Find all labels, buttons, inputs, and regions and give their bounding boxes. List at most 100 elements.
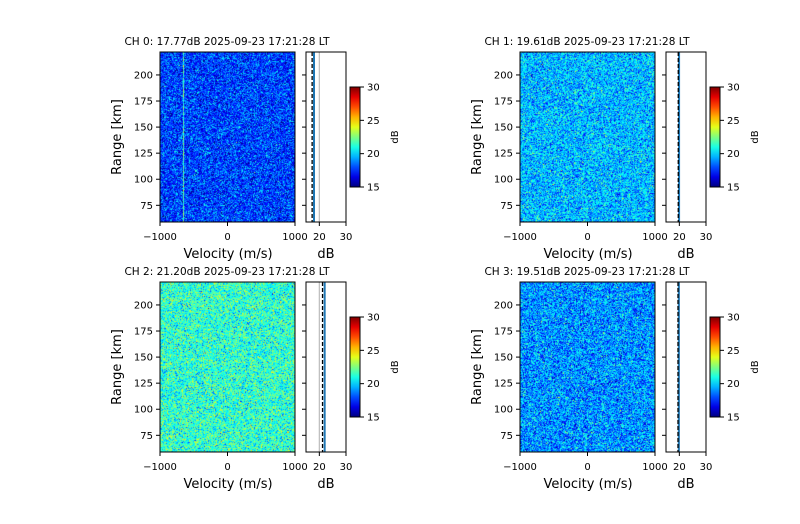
profile-background [306,282,346,452]
profile-frame [305,281,347,453]
y-tick-label: 125 [134,379,153,390]
colorbar-tick-label: 25 [727,346,740,357]
x-tick-label: 0 [224,462,230,473]
y-axis-label: Range [km] [470,99,485,175]
y-tick-label: 100 [134,175,153,186]
profile-frame [665,51,707,223]
x-tick-label: −1000 [503,232,537,243]
x-tick-label: 1000 [282,462,307,473]
panel-title: CH 1: 19.61dB 2025-09-23 17:21:28 LT [484,36,690,48]
colorbar-tick-label: 20 [727,379,740,390]
colorbar-label: dB [390,360,401,373]
colorbar-tick-label: 30 [727,313,740,324]
profile-background [666,282,706,452]
y-tick-label: 125 [134,149,153,160]
y-axis-label: Range [km] [110,329,125,405]
panel-title: CH 2: 21.20dB 2025-09-23 17:21:28 LT [124,266,330,278]
x-tick-label: −1000 [143,462,177,473]
colorbar [709,86,721,188]
colorbar-tick-label: 15 [367,183,380,194]
y-tick-label: 125 [494,149,513,160]
y-tick-label: 175 [494,97,513,108]
x-tick-label: −1000 [503,462,537,473]
profile-x-axis-label: dB [677,247,694,262]
profile-x-tick-label: 20 [313,232,326,243]
x-axis-label: Velocity (m/s) [543,247,632,262]
profile-x-tick-label: 30 [700,462,713,473]
profile-x-axis-label: dB [317,247,334,262]
colorbar-tick-label: 15 [367,413,380,424]
y-tick-label: 200 [134,300,153,311]
colorbar-tick-label: 25 [727,116,740,127]
profile-x-axis-label: dB [677,477,694,492]
y-tick-label: 75 [500,431,513,442]
panel-title: CH 0: 17.77dB 2025-09-23 17:21:28 LT [124,36,330,48]
profile-x-tick-label: 30 [340,232,353,243]
y-axis-label: Range [km] [470,329,485,405]
colorbar-label: dB [390,130,401,143]
channel-panel-0: CH 0: 17.77dB 2025-09-23 17:21:28 LT 75 10… [110,36,401,262]
y-tick-label: 150 [494,353,513,364]
y-tick-label: 100 [494,175,513,186]
range-velocity-heatmap [160,282,295,452]
y-tick-label: 175 [134,97,153,108]
colorbar-tick-label: 30 [727,83,740,94]
x-axis-label: Velocity (m/s) [183,477,272,492]
x-tick-label: 1000 [282,232,307,243]
colorbar-label: dB [750,360,761,373]
colorbar [349,316,361,418]
y-tick-label: 100 [494,405,513,416]
y-tick-label: 175 [134,327,153,338]
colorbar-tick-label: 25 [367,116,380,127]
x-tick-label: 1000 [642,232,667,243]
profile-frame [665,281,707,453]
colorbar-tick-label: 30 [367,313,380,324]
x-tick-label: 0 [584,232,590,243]
colorbar [349,86,361,188]
y-tick-label: 200 [134,70,153,81]
profile-x-tick-label: 20 [313,462,326,473]
x-tick-label: −1000 [143,232,177,243]
y-tick-label: 75 [140,201,153,212]
panel-title: CH 3: 19.51dB 2025-09-23 17:21:28 LT [484,266,690,278]
y-tick-label: 150 [134,123,153,134]
channel-panel-1: CH 1: 19.61dB 2025-09-23 17:21:28 LT 75 10… [470,36,761,262]
x-axis-label: Velocity (m/s) [183,247,272,262]
y-tick-label: 200 [494,70,513,81]
y-tick-label: 150 [494,123,513,134]
x-axis-label: Velocity (m/s) [543,477,632,492]
channel-panel-3: CH 3: 19.51dB 2025-09-23 17:21:28 LT 75 10… [470,266,761,492]
colorbar [709,316,721,418]
profile-x-tick-label: 30 [700,232,713,243]
range-velocity-heatmap [520,282,655,452]
y-tick-label: 200 [494,300,513,311]
profile-x-tick-label: 30 [340,462,353,473]
y-axis-label: Range [km] [110,99,125,175]
y-tick-label: 175 [494,327,513,338]
profile-x-tick-label: 20 [673,462,686,473]
y-tick-label: 75 [140,431,153,442]
y-tick-label: 125 [494,379,513,390]
colorbar-tick-label: 15 [727,413,740,424]
y-tick-label: 75 [500,201,513,212]
x-tick-label: 0 [584,462,590,473]
profile-background [666,52,706,222]
x-tick-label: 1000 [642,462,667,473]
profile-x-tick-label: 20 [673,232,686,243]
range-velocity-heatmap [520,52,655,222]
x-tick-label: 0 [224,232,230,243]
colorbar-tick-label: 30 [367,83,380,94]
colorbar-tick-label: 25 [367,346,380,357]
colorbar-tick-label: 20 [367,379,380,390]
profile-x-axis-label: dB [317,477,334,492]
profile-frame [305,51,347,223]
y-tick-label: 150 [134,353,153,364]
range-velocity-heatmap [160,52,295,222]
colorbar-tick-label: 15 [727,183,740,194]
channel-panel-2: CH 2: 21.20dB 2025-09-23 17:21:28 LT 75 10… [110,266,401,492]
colorbar-tick-label: 20 [367,149,380,160]
colorbar-label: dB [750,130,761,143]
colorbar-tick-label: 20 [727,149,740,160]
y-tick-label: 100 [134,405,153,416]
